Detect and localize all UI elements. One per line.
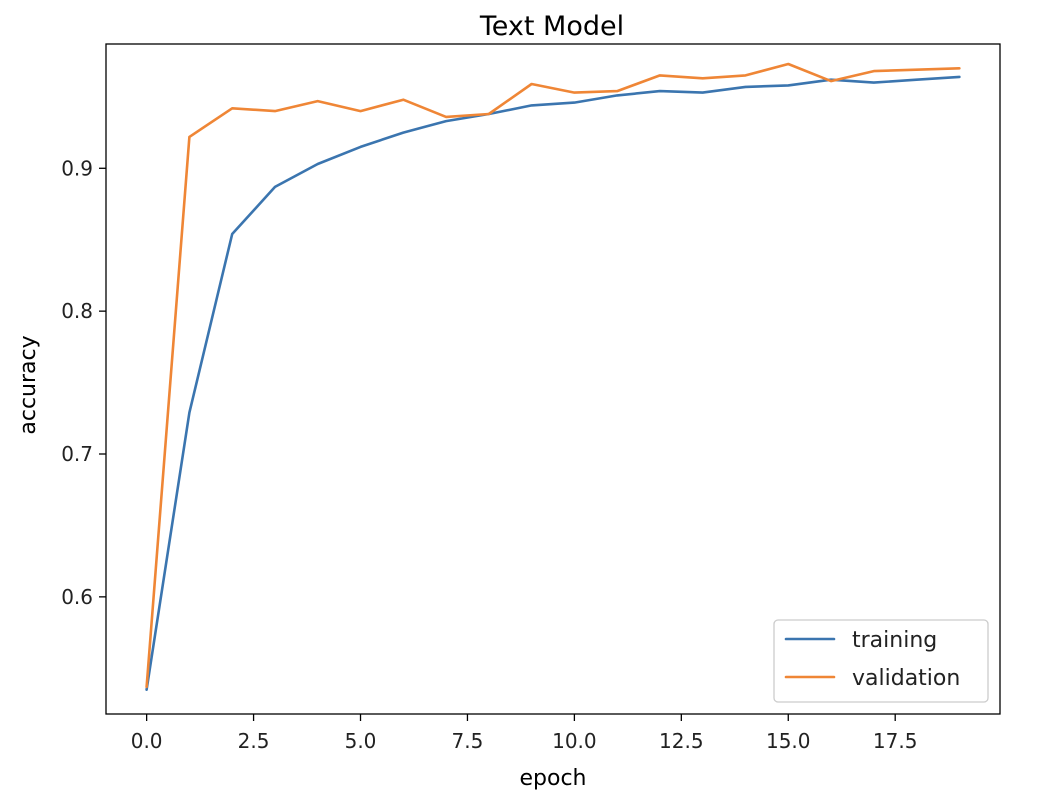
x-axis: 0.0 2.5 5.0 7.5 10.0 12.5 15.0 17.5	[131, 714, 918, 753]
series-line-training	[145, 75, 961, 692]
x-tick-label: 2.5	[238, 729, 270, 753]
chart-title: Text Model	[479, 11, 624, 42]
x-tick-label: 15.0	[766, 729, 811, 753]
legend: training validation	[773, 619, 989, 703]
y-tick-label: 0.7	[61, 442, 93, 466]
y-axis-label: accuracy	[16, 335, 41, 434]
series-line-validation	[145, 62, 961, 689]
y-tick-label: 0.8	[61, 299, 93, 323]
y-tick-label: 0.9	[61, 156, 93, 180]
legend-label-validation: validation	[852, 666, 960, 691]
y-axis: 0.6 0.7 0.8 0.9	[61, 156, 106, 609]
legend-label-training: training	[852, 628, 937, 653]
legend-box	[773, 619, 989, 703]
x-tick-label: 17.5	[873, 729, 918, 753]
x-tick-label: 10.0	[552, 729, 597, 753]
x-tick-label: 7.5	[452, 729, 484, 753]
x-axis-label: epoch	[520, 766, 587, 791]
x-tick-label: 5.0	[345, 729, 377, 753]
y-tick-label: 0.6	[61, 585, 93, 609]
series-layer	[145, 62, 961, 692]
plot-frame	[105, 43, 1001, 715]
x-tick-label: 0.0	[131, 729, 163, 753]
x-tick-label: 12.5	[659, 729, 704, 753]
